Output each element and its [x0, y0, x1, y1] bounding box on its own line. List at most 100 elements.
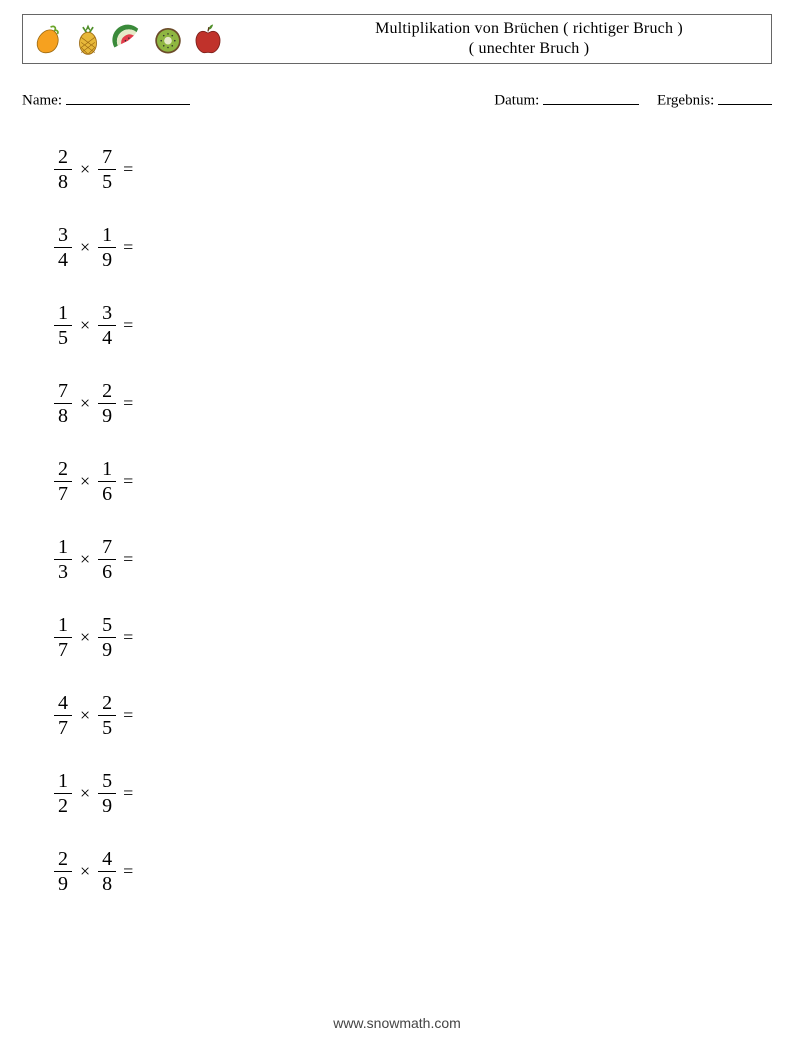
- denominator: 6: [98, 482, 116, 506]
- fraction-a: 17: [54, 613, 72, 662]
- problem-row: 12×59=: [54, 764, 772, 824]
- fraction-a: 47: [54, 691, 72, 740]
- denominator: 3: [54, 560, 72, 584]
- problem-list: 28×75=34×19=15×34=78×29=27×16=13×76=17×5…: [22, 140, 772, 902]
- problem-row: 47×25=: [54, 686, 772, 746]
- equals-symbol: =: [116, 237, 133, 258]
- fraction-b: 76: [98, 535, 116, 584]
- ergebnis-blank[interactable]: [718, 90, 772, 105]
- equals-symbol: =: [116, 861, 133, 882]
- equals-symbol: =: [116, 705, 133, 726]
- fraction-b: 16: [98, 457, 116, 506]
- numerator: 1: [54, 613, 72, 637]
- fraction-a: 78: [54, 379, 72, 428]
- problem-row: 29×48=: [54, 842, 772, 902]
- multiply-symbol: ×: [72, 159, 98, 180]
- equals-symbol: =: [116, 159, 133, 180]
- numerator: 2: [54, 847, 72, 871]
- fraction-a: 28: [54, 145, 72, 194]
- fraction-b: 25: [98, 691, 116, 740]
- numerator: 5: [98, 769, 116, 793]
- fraction-b: 75: [98, 145, 116, 194]
- denominator: 9: [98, 404, 116, 428]
- equals-symbol: =: [116, 549, 133, 570]
- numerator: 2: [54, 457, 72, 481]
- name-label: Name:: [22, 93, 62, 109]
- problem-row: 15×34=: [54, 296, 772, 356]
- numerator: 1: [54, 535, 72, 559]
- equals-symbol: =: [116, 393, 133, 414]
- worksheet-page: Multiplikation von Brüchen ( richtiger B…: [0, 0, 794, 1053]
- fraction-b: 19: [98, 223, 116, 272]
- numerator: 1: [98, 223, 116, 247]
- header-box: Multiplikation von Brüchen ( richtiger B…: [22, 14, 772, 64]
- problem-row: 17×59=: [54, 608, 772, 668]
- multiply-symbol: ×: [72, 549, 98, 570]
- numerator: 7: [54, 379, 72, 403]
- apple-icon: [191, 22, 225, 56]
- mango-icon: [31, 22, 65, 56]
- datum-label: Datum:: [494, 93, 539, 109]
- fruit-row: [31, 22, 225, 56]
- name-field: Name:: [22, 90, 190, 110]
- multiply-symbol: ×: [72, 783, 98, 804]
- denominator: 9: [98, 248, 116, 272]
- ergebnis-label: Ergebnis:: [657, 93, 714, 109]
- problem-row: 78×29=: [54, 374, 772, 434]
- problem-row: 27×16=: [54, 452, 772, 512]
- fraction-a: 15: [54, 301, 72, 350]
- numerator: 7: [98, 145, 116, 169]
- denominator: 8: [54, 170, 72, 194]
- denominator: 4: [54, 248, 72, 272]
- numerator: 1: [54, 301, 72, 325]
- fraction-b: 29: [98, 379, 116, 428]
- denominator: 5: [54, 326, 72, 350]
- equals-symbol: =: [116, 471, 133, 492]
- datum-blank[interactable]: [543, 90, 639, 105]
- denominator: 8: [54, 404, 72, 428]
- denominator: 4: [98, 326, 116, 350]
- watermelon-icon: [111, 22, 145, 56]
- worksheet-title: Multiplikation von Brüchen ( richtiger B…: [225, 19, 763, 59]
- fraction-b: 48: [98, 847, 116, 896]
- numerator: 2: [54, 145, 72, 169]
- numerator: 3: [54, 223, 72, 247]
- denominator: 9: [54, 872, 72, 896]
- fraction-a: 13: [54, 535, 72, 584]
- datum-field: Datum:: [494, 90, 639, 110]
- footer-url: www.snowmath.com: [0, 1015, 794, 1031]
- title-line-1: Multiplikation von Brüchen ( richtiger B…: [295, 19, 763, 39]
- denominator: 2: [54, 794, 72, 818]
- fraction-a: 29: [54, 847, 72, 896]
- equals-symbol: =: [116, 783, 133, 804]
- problem-row: 34×19=: [54, 218, 772, 278]
- denominator: 9: [98, 794, 116, 818]
- numerator: 2: [98, 691, 116, 715]
- numerator: 1: [98, 457, 116, 481]
- title-line-2: ( unechter Bruch ): [295, 39, 763, 59]
- multiply-symbol: ×: [72, 627, 98, 648]
- numerator: 2: [98, 379, 116, 403]
- multiply-symbol: ×: [72, 705, 98, 726]
- denominator: 6: [98, 560, 116, 584]
- denominator: 9: [98, 638, 116, 662]
- numerator: 7: [98, 535, 116, 559]
- fraction-a: 34: [54, 223, 72, 272]
- kiwi-icon: [151, 22, 185, 56]
- denominator: 5: [98, 170, 116, 194]
- equals-symbol: =: [116, 315, 133, 336]
- fraction-b: 34: [98, 301, 116, 350]
- denominator: 5: [98, 716, 116, 740]
- denominator: 8: [98, 872, 116, 896]
- info-row: Name: Datum: Ergebnis:: [22, 90, 772, 110]
- problem-row: 13×76=: [54, 530, 772, 590]
- name-blank[interactable]: [66, 90, 190, 105]
- denominator: 7: [54, 716, 72, 740]
- multiply-symbol: ×: [72, 393, 98, 414]
- fraction-b: 59: [98, 613, 116, 662]
- equals-symbol: =: [116, 627, 133, 648]
- denominator: 7: [54, 482, 72, 506]
- numerator: 4: [54, 691, 72, 715]
- problem-row: 28×75=: [54, 140, 772, 200]
- numerator: 4: [98, 847, 116, 871]
